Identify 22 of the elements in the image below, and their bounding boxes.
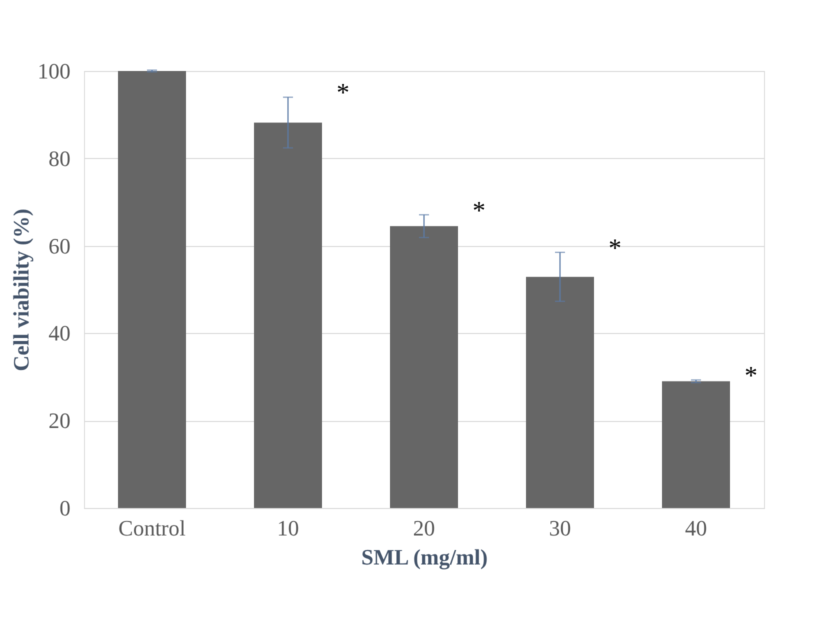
x-tick-label: 30 bbox=[549, 516, 571, 540]
annotation: * bbox=[472, 196, 486, 225]
x-tick-label: 40 bbox=[685, 516, 707, 540]
y-tick-label: 20 bbox=[48, 408, 70, 434]
x-tick-label: 10 bbox=[277, 516, 299, 540]
x-tick-label: 20 bbox=[413, 516, 435, 540]
bar bbox=[526, 276, 594, 508]
y-tick-label: 60 bbox=[48, 233, 70, 258]
y-axis-title: Cell viability (%) bbox=[8, 208, 34, 372]
y-tick-label: 0 bbox=[60, 496, 70, 520]
y-tick-label: 40 bbox=[48, 320, 70, 346]
annotation: * bbox=[336, 78, 350, 108]
annotation: * bbox=[608, 233, 622, 262]
x-axis-title: SML (mg/ml) bbox=[361, 544, 488, 570]
bar bbox=[662, 381, 730, 508]
annotation: * bbox=[744, 360, 758, 390]
y-tick-label: 80 bbox=[48, 146, 70, 171]
y-tick-label: 100 bbox=[38, 58, 70, 84]
x-tick-label: Control bbox=[118, 516, 186, 540]
bar bbox=[254, 122, 322, 508]
bar bbox=[118, 71, 186, 508]
bar bbox=[390, 226, 458, 508]
